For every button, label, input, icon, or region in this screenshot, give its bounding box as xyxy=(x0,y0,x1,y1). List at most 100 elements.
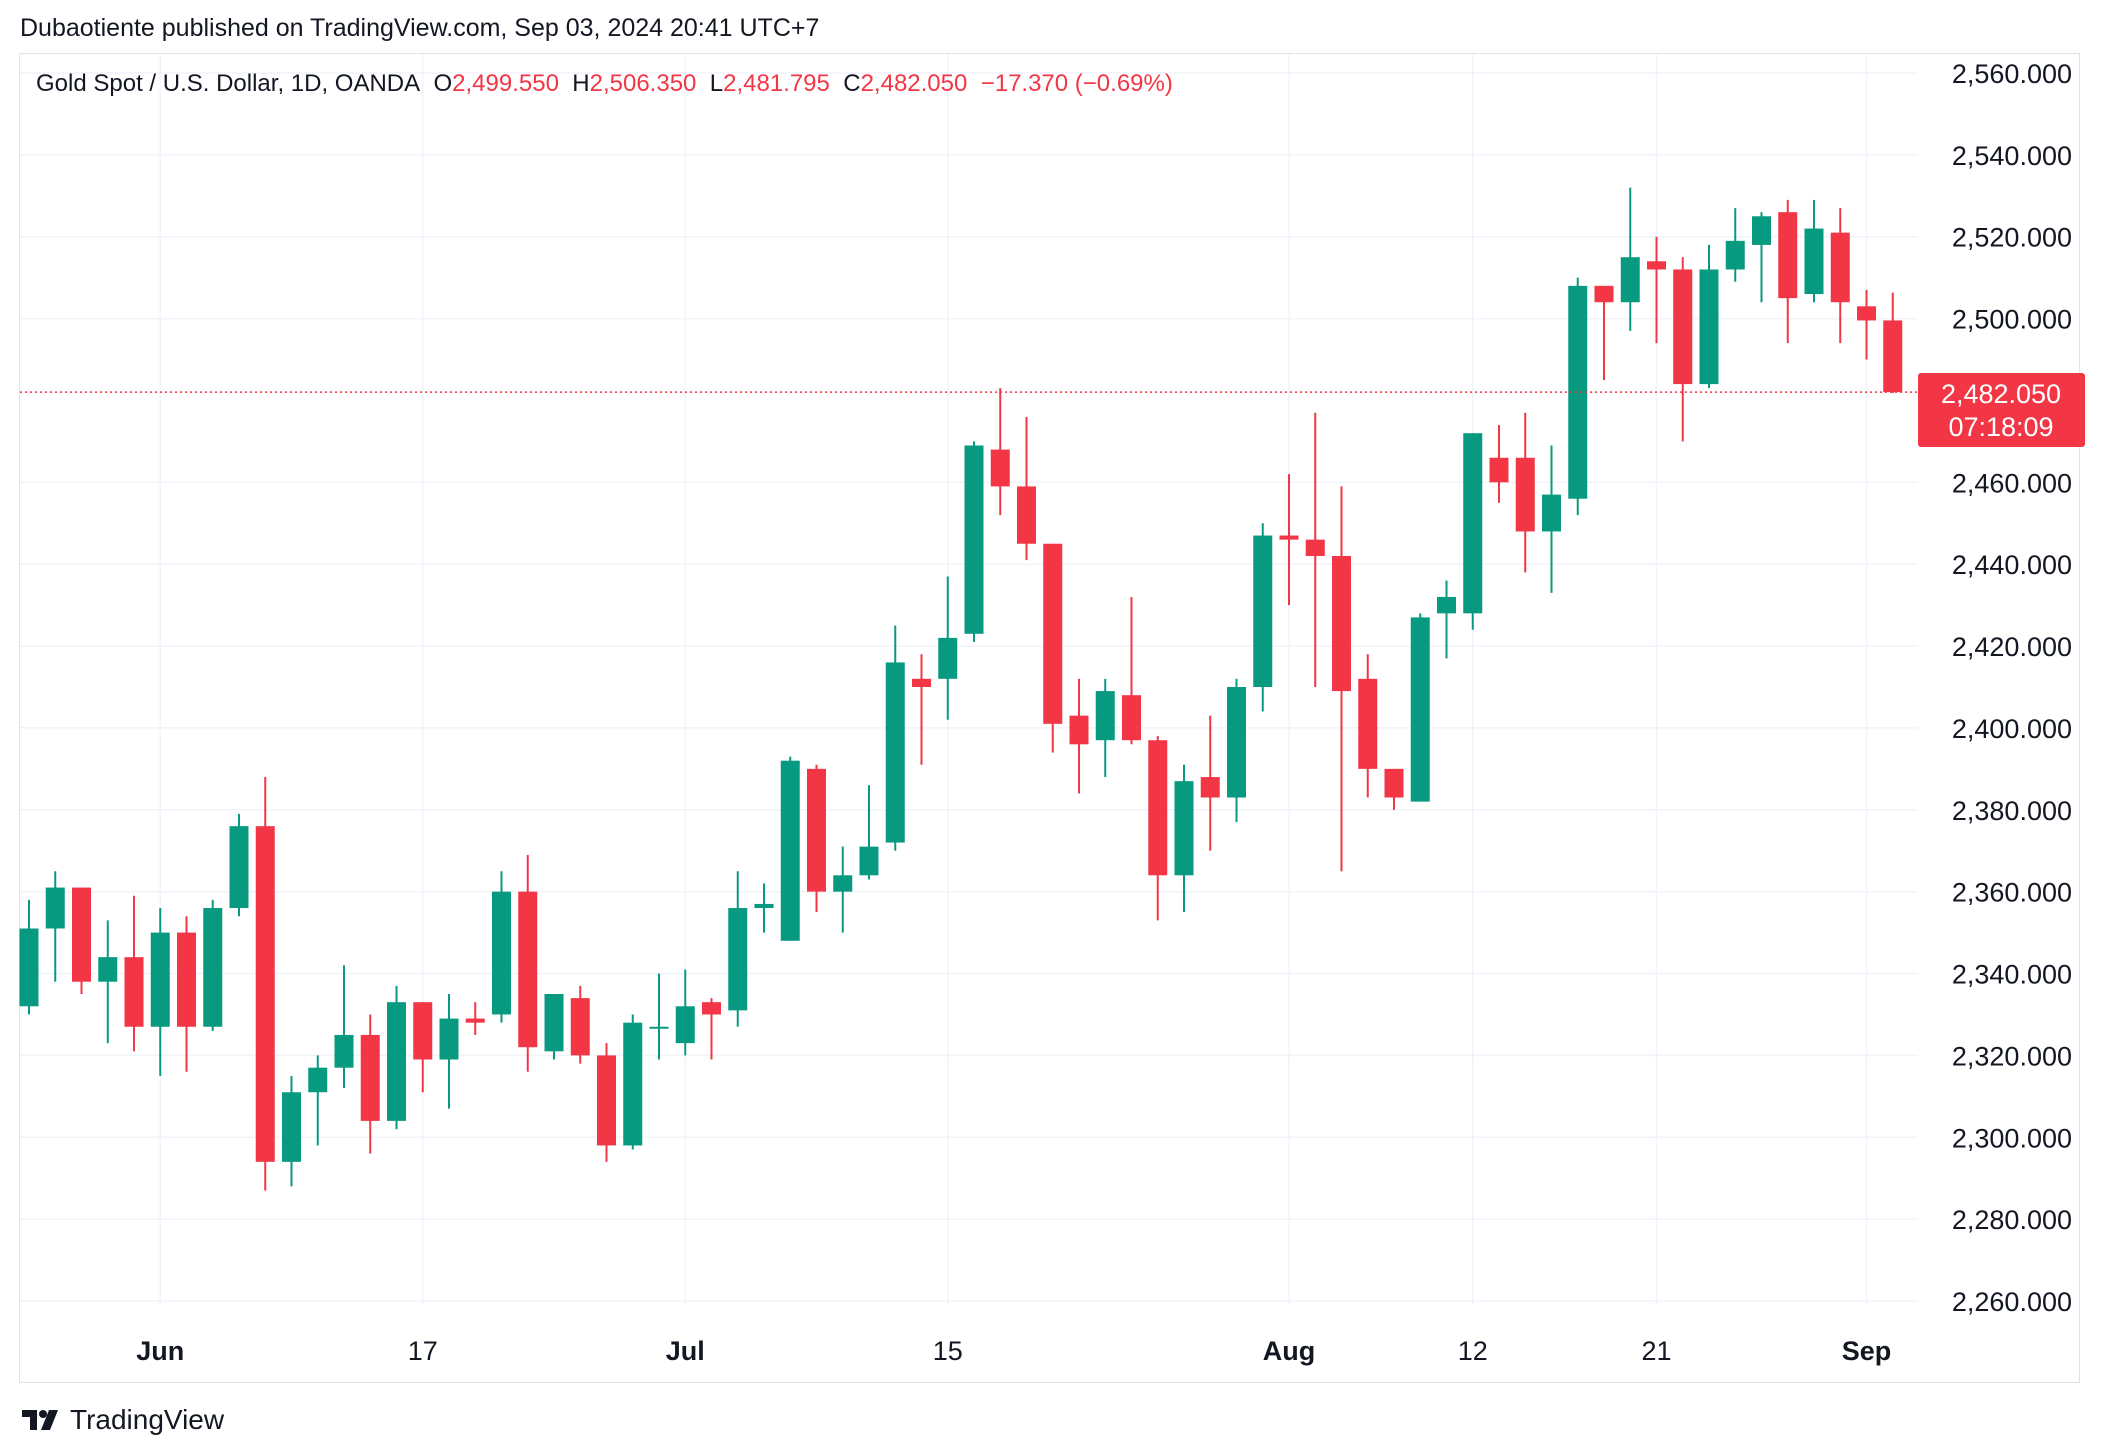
x-tick-label: 15 xyxy=(933,1336,963,1366)
candle-body xyxy=(1332,556,1351,692)
footer-brand[interactable]: TradingView xyxy=(70,1404,225,1435)
candle-up[interactable] xyxy=(938,576,958,720)
candle-up[interactable] xyxy=(833,846,853,933)
candle-up[interactable] xyxy=(1568,277,1588,516)
candle-down[interactable] xyxy=(255,777,275,1191)
candle-up[interactable] xyxy=(754,883,774,933)
y-tick-label: 2,260.000 xyxy=(1952,1287,2072,1317)
candle-up[interactable] xyxy=(1174,764,1194,913)
candle-up[interactable] xyxy=(728,871,748,1027)
candle-down[interactable] xyxy=(1673,257,1693,442)
candle-body xyxy=(780,760,800,941)
candle-down[interactable] xyxy=(1200,715,1220,851)
candle-body xyxy=(1017,486,1036,544)
candle-down[interactable] xyxy=(124,895,144,1052)
candle-down[interactable] xyxy=(1489,425,1509,503)
candle-down[interactable] xyxy=(1069,678,1089,794)
candle-down[interactable] xyxy=(1332,486,1351,872)
price-axis[interactable]: 2,560.000 2,540.000 2,520.000 2,500.000 2,46… xyxy=(1952,59,2072,1317)
candle-up[interactable] xyxy=(492,871,511,1023)
candle-body xyxy=(124,957,144,1027)
candle-down[interactable] xyxy=(807,764,826,913)
candle-down[interactable] xyxy=(1883,292,1903,394)
candle-up[interactable] xyxy=(1437,580,1456,659)
candle-up[interactable] xyxy=(45,871,65,982)
candle-up[interactable] xyxy=(1620,187,1640,331)
y-tick-label: 2,420.000 xyxy=(1952,632,2072,662)
candle-down[interactable] xyxy=(413,1002,433,1093)
candle-up[interactable] xyxy=(203,899,223,1031)
candle-up[interactable] xyxy=(150,908,170,1076)
candle-up[interactable] xyxy=(1253,523,1273,712)
candle-down[interactable] xyxy=(1305,412,1325,687)
candle-down[interactable] xyxy=(1594,285,1614,380)
candle-up[interactable] xyxy=(308,1055,328,1146)
candle-up[interactable] xyxy=(964,441,984,642)
candle-down[interactable] xyxy=(702,998,721,1060)
candle-down[interactable] xyxy=(1830,208,1850,344)
candle-up[interactable] xyxy=(439,994,459,1109)
low-value: 2,481.795 xyxy=(723,70,830,97)
y-tick-label: 2,300.000 xyxy=(1952,1123,2072,1153)
time-axis[interactable]: Jun 17 Jul 15 Aug 12 21 Sep xyxy=(136,1336,1891,1366)
candle-up[interactable] xyxy=(1542,445,1561,593)
candle-up[interactable] xyxy=(544,994,564,1060)
candle-down[interactable] xyxy=(990,388,1010,516)
candle-up[interactable] xyxy=(1410,613,1430,802)
candle-up[interactable] xyxy=(649,973,669,1060)
open-value: 2,499.550 xyxy=(452,70,559,97)
candle-down[interactable] xyxy=(1122,596,1141,745)
candle-body xyxy=(859,846,879,876)
candle-up[interactable] xyxy=(1095,678,1115,778)
candle-body xyxy=(1489,457,1509,483)
candle-up[interactable] xyxy=(885,625,905,851)
candle-body xyxy=(1647,261,1666,270)
candle-down[interactable] xyxy=(1778,199,1798,344)
candle-up[interactable] xyxy=(1804,199,1824,303)
y-tick-label: 2,540.000 xyxy=(1952,141,2072,171)
candle-down[interactable] xyxy=(1043,543,1063,753)
candle-up[interactable] xyxy=(623,1014,643,1150)
candle-down[interactable] xyxy=(1279,474,1299,606)
candle-down[interactable] xyxy=(912,654,931,765)
candle-up[interactable] xyxy=(1227,678,1246,823)
candle-up[interactable] xyxy=(859,785,879,880)
candle-up[interactable] xyxy=(675,969,695,1056)
candle-body xyxy=(308,1067,328,1093)
candle-up[interactable] xyxy=(229,813,249,917)
candle-body xyxy=(203,908,223,1027)
candle-up[interactable] xyxy=(19,899,39,1015)
chart-frame[interactable] xyxy=(19,53,2080,1383)
candle-down[interactable] xyxy=(1148,736,1168,921)
candle-up[interactable] xyxy=(1752,212,1771,303)
candle-up[interactable] xyxy=(780,756,800,941)
candle-down[interactable] xyxy=(570,985,590,1064)
tradingview-logo-icon[interactable] xyxy=(22,1408,62,1432)
candle-down[interactable] xyxy=(360,1014,380,1154)
candle-up[interactable] xyxy=(334,965,354,1089)
high-label: H xyxy=(572,70,590,97)
candle-down[interactable] xyxy=(72,887,91,994)
candle-up[interactable] xyxy=(1725,208,1745,282)
candle-down[interactable] xyxy=(518,854,538,1072)
candle-down[interactable] xyxy=(1358,654,1378,798)
candle-up[interactable] xyxy=(1699,244,1719,389)
candle-down[interactable] xyxy=(1515,412,1535,573)
candle-body xyxy=(1279,535,1299,540)
candle-down[interactable] xyxy=(1857,289,1876,360)
candle-down[interactable] xyxy=(1647,236,1666,344)
candle-body xyxy=(465,1018,485,1023)
candle-down[interactable] xyxy=(1384,768,1404,810)
candle-down[interactable] xyxy=(465,1002,485,1035)
candle-up[interactable] xyxy=(1463,433,1483,630)
candle-down[interactable] xyxy=(597,1043,616,1162)
candle-down[interactable] xyxy=(177,916,196,1072)
candle-up[interactable] xyxy=(387,985,406,1130)
candle-body xyxy=(1384,768,1404,798)
candle-up[interactable] xyxy=(98,920,118,1044)
symbol-title[interactable]: Gold Spot / U.S. Dollar, 1D, OANDA xyxy=(36,70,421,97)
candle-up[interactable] xyxy=(282,1075,301,1187)
candle-body xyxy=(177,932,196,1027)
candle-down[interactable] xyxy=(1017,416,1036,561)
